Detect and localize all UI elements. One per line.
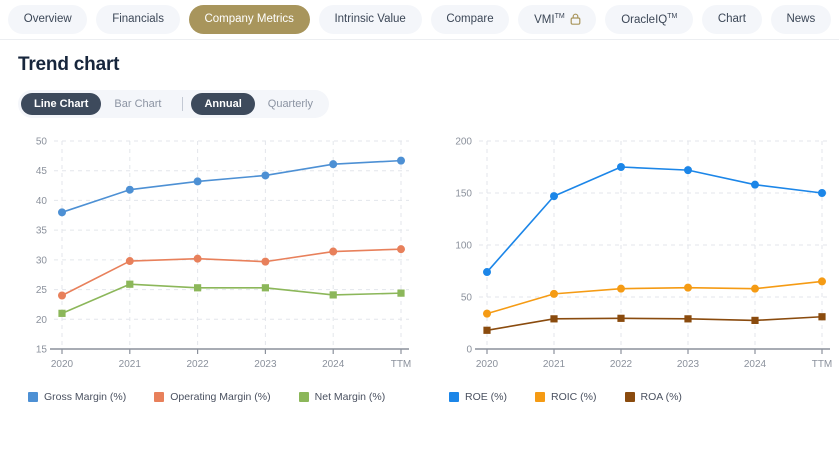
chart-options-toggle-group: Line Chart Bar Chart Annual Quarterly (18, 90, 330, 118)
trend-chart-panel: Trend chart Line Chart Bar Chart Annual … (0, 40, 839, 403)
toggle-quarterly[interactable]: Quarterly (267, 98, 314, 110)
tab-label: Compare (446, 13, 494, 25)
legend-item[interactable]: Net Margin (%) (298, 391, 386, 403)
svg-text:50: 50 (36, 137, 48, 148)
toggle-bar-chart[interactable]: Bar Chart (114, 98, 162, 110)
margins-line-chart[interactable]: 15 20 25 30 35 40 45 50 2020 2021 2022 2023 2024 TTM (18, 133, 421, 383)
tab-label: Financials (112, 13, 164, 25)
tab-financials[interactable]: Financials (96, 4, 180, 34)
legend-swatch-icon (449, 392, 459, 402)
svg-text:2020: 2020 (51, 359, 74, 370)
legend-item[interactable]: ROIC (%) (535, 391, 597, 403)
returns-chart-card: 0 50 100 150 200 2020 2021 2022 2023 2024 TTM ROE … (439, 133, 839, 403)
margins-chart-card: 15 20 25 30 35 40 45 50 2020 2021 2022 2023 2024 TTM … (18, 133, 421, 403)
svg-text:2024: 2024 (744, 359, 767, 370)
legend-swatch-icon (28, 392, 38, 402)
margins-chart-legend: Gross Margin (%) Operating Margin (%) Net … (18, 391, 421, 403)
svg-text:40: 40 (36, 196, 48, 207)
legend-label: ROIC (%) (551, 391, 597, 403)
tab-chart[interactable]: Chart (702, 4, 762, 34)
legend-label: Net Margin (%) (314, 391, 386, 403)
trademark-mark: TM (667, 12, 678, 20)
svg-text:35: 35 (36, 226, 48, 237)
toggle-annual[interactable]: Annual (191, 93, 255, 115)
svg-text:45: 45 (36, 166, 48, 177)
legend-label: ROE (%) (465, 391, 507, 403)
svg-text:2021: 2021 (119, 359, 142, 370)
legend-swatch-icon (298, 392, 309, 402)
tab-vmi[interactable]: VMITM (518, 4, 597, 34)
legend-label: Operating Margin (%) (170, 391, 271, 403)
tab-label: Intrinsic Value (334, 13, 406, 25)
legend-swatch-icon (624, 392, 635, 402)
tab-label: OracleIQTM (621, 12, 678, 26)
legend-item[interactable]: Gross Margin (%) (28, 391, 126, 403)
tab-news[interactable]: News (770, 4, 831, 34)
svg-text:50: 50 (461, 293, 473, 304)
tab-oracleiq[interactable]: OracleIQTM (605, 4, 694, 34)
svg-text:0: 0 (466, 345, 472, 356)
svg-text:30: 30 (36, 255, 48, 266)
page-title: Trend chart (18, 54, 120, 75)
svg-text:2022: 2022 (610, 359, 633, 370)
tab-label: News (786, 13, 816, 25)
legend-item[interactable]: ROE (%) (449, 391, 507, 403)
legend-item[interactable]: ROA (%) (624, 391, 682, 403)
svg-text:2023: 2023 (677, 359, 700, 370)
svg-text:25: 25 (36, 285, 48, 296)
svg-text:20: 20 (36, 315, 48, 326)
svg-text:2023: 2023 (254, 359, 277, 370)
svg-text:100: 100 (455, 241, 472, 252)
svg-text:200: 200 (455, 137, 472, 148)
toggle-line-chart[interactable]: Line Chart (21, 93, 102, 115)
tab-compare[interactable]: Compare (430, 4, 510, 34)
tab-label: Company Metrics (204, 13, 294, 25)
svg-text:15: 15 (36, 345, 48, 356)
svg-text:2022: 2022 (186, 359, 209, 370)
tab-label: VMITM (534, 12, 565, 26)
returns-chart-legend: ROE (%) ROIC (%) ROA (%) (439, 391, 839, 403)
charts-container: 15 20 25 30 35 40 45 50 2020 2021 2022 2023 2024 TTM … (18, 133, 832, 403)
svg-text:150: 150 (455, 189, 472, 200)
svg-text:2020: 2020 (476, 359, 499, 370)
tab-company-metrics[interactable]: Company Metrics (188, 4, 310, 34)
svg-text:TTM: TTM (391, 359, 412, 370)
trademark-mark: TM (554, 12, 565, 20)
legend-label: Gross Margin (%) (44, 391, 127, 403)
svg-text:TTM: TTM (812, 359, 833, 370)
legend-item[interactable]: Operating Margin (%) (154, 391, 271, 403)
legend-swatch-icon (535, 392, 545, 402)
tab-label: Overview (23, 13, 72, 25)
tab-intrinsic-value[interactable]: Intrinsic Value (318, 4, 422, 34)
top-tab-bar: Overview Financials Company Metrics Intrins… (0, 0, 839, 40)
legend-label: ROA (%) (640, 391, 682, 403)
svg-text:2024: 2024 (322, 359, 345, 370)
lock-icon (570, 13, 581, 25)
svg-text:2021: 2021 (543, 359, 566, 370)
toggle-divider (182, 97, 184, 111)
tab-label: Chart (717, 13, 746, 25)
tab-overview[interactable]: Overview (8, 4, 88, 34)
legend-swatch-icon (154, 392, 165, 402)
returns-line-chart[interactable]: 0 50 100 150 200 2020 2021 2022 2023 2024 TTM (439, 133, 839, 383)
